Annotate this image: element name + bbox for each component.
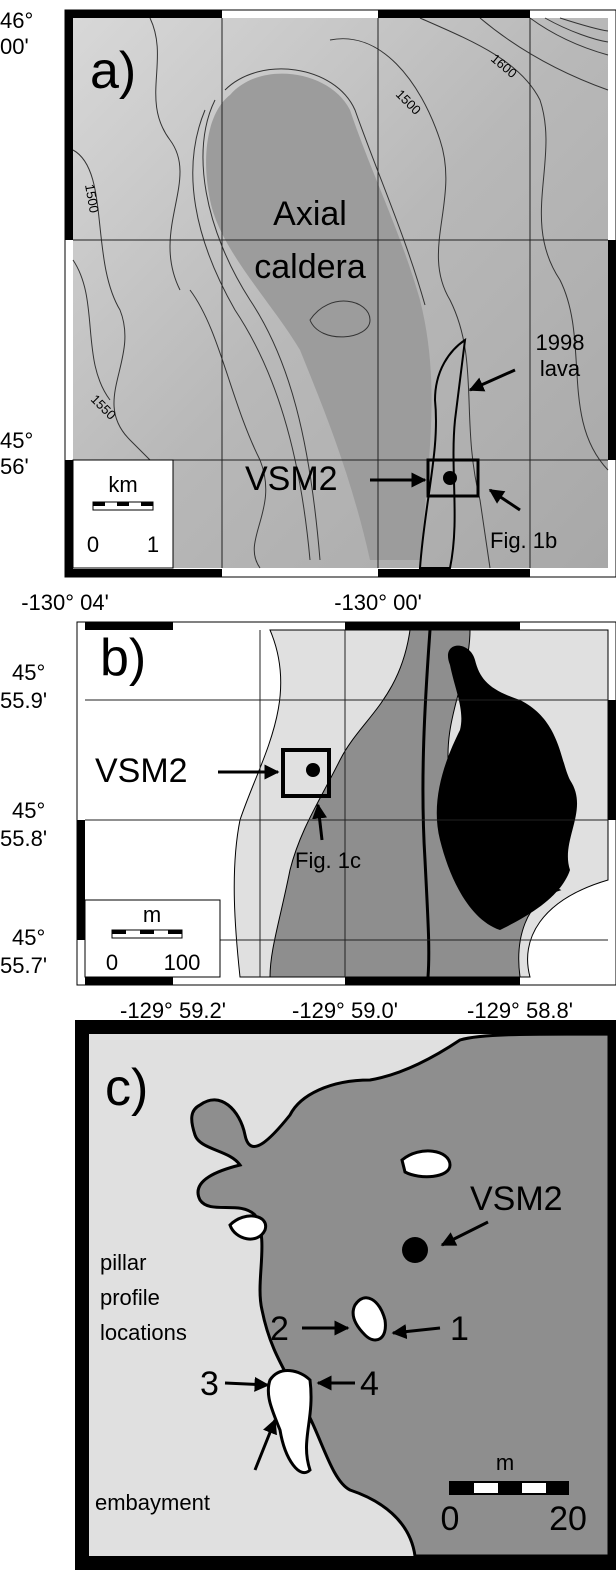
lat-label: 45°	[12, 660, 45, 685]
note: profile	[100, 1285, 160, 1310]
site-marker	[402, 1237, 428, 1263]
lon-label: -130° 04'	[21, 590, 109, 615]
site-label: VSM2	[470, 1180, 563, 1218]
lat-label: 45°	[0, 428, 33, 453]
body: a) 46° 00' 45° 56' -130° 04' -130° 00' 1…	[0, 0, 616, 1570]
scale-bar	[450, 1482, 568, 1494]
scale-label: 0	[106, 950, 118, 975]
window	[402, 1151, 450, 1177]
scale-unit: m	[143, 902, 161, 927]
site-label: VSM2	[245, 460, 338, 498]
scale-label: 0	[87, 532, 99, 557]
pillar-label: 4	[360, 1365, 379, 1403]
scale-unit: km	[108, 472, 137, 497]
lat-label: 56'	[0, 454, 29, 479]
site-label: VSM2	[95, 752, 188, 790]
inset-label: Fig. 1c	[295, 848, 361, 873]
pillar-label: 3	[200, 1365, 219, 1403]
caldera-label: Axial	[273, 195, 347, 233]
arrow	[225, 1383, 268, 1385]
scale-label: 100	[164, 950, 201, 975]
lat-label: 45°	[12, 925, 45, 950]
scale-label: 1	[147, 532, 159, 557]
page: Axial caldera map {"panel_a": {"label": …	[0, 0, 616, 1570]
panel-b: b) 45° 55.9' 45° 55.8' 45° 55.7' -129° 5…	[0, 622, 616, 1023]
lon-label: -129° 58.8'	[467, 998, 573, 1023]
panel-c: c) VSM2 pillar profile locations 1 2 3 4…	[82, 1027, 609, 1563]
lat-label: 00'	[0, 34, 29, 59]
panel-label: a)	[90, 42, 136, 100]
site-marker	[306, 763, 320, 777]
lon-label: -129° 59.0'	[292, 998, 398, 1023]
embayment-label: embayment	[95, 1490, 210, 1515]
lon-label: -130° 00'	[334, 590, 422, 615]
lava-label: lava	[540, 356, 581, 381]
scale-unit: m	[496, 1450, 514, 1475]
panel-label: c)	[105, 1059, 148, 1117]
figure: a) 46° 00' 45° 56' -130° 04' -130° 00' 1…	[0, 0, 616, 1570]
note: pillar	[100, 1250, 146, 1275]
site-marker	[443, 471, 457, 485]
lava-label: 1998	[536, 330, 585, 355]
caldera-label: caldera	[254, 248, 366, 286]
lat-label: 46°	[0, 8, 33, 33]
pillar-label: 1	[450, 1310, 469, 1348]
lat-label: 55.9'	[0, 688, 47, 713]
panel-label: b)	[100, 629, 146, 687]
lat-label: 55.7'	[0, 953, 47, 978]
lat-label: 45°	[12, 798, 45, 823]
note: locations	[100, 1320, 187, 1345]
lon-label: -129° 59.2'	[120, 998, 226, 1023]
scale-bar	[93, 502, 153, 510]
lat-label: 55.8'	[0, 826, 47, 851]
panel-a: a) 46° 00' 45° 56' -130° 04' -130° 00' 1…	[0, 8, 616, 615]
scale-bar	[112, 930, 182, 938]
inset-label: Fig. 1b	[490, 528, 557, 553]
pillar-label: 2	[270, 1310, 289, 1348]
scale-label: 20	[549, 1500, 587, 1538]
scale-label: 0	[441, 1500, 460, 1538]
